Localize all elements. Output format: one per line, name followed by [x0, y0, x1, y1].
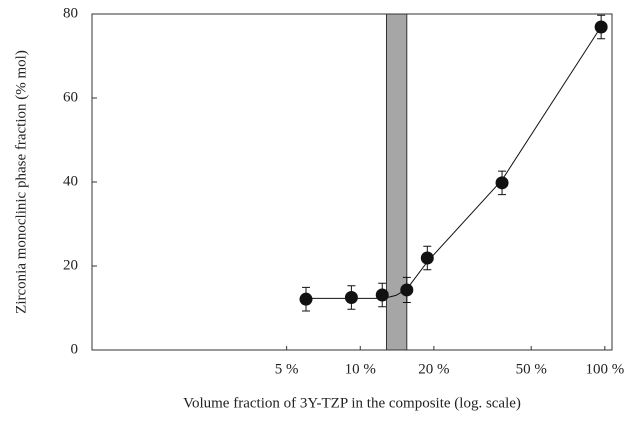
data-point	[299, 292, 313, 306]
data-point	[344, 291, 358, 304]
data-point	[594, 20, 608, 34]
y-tick-label: 40	[63, 173, 78, 189]
fit-curve	[306, 26, 602, 299]
data-point	[420, 251, 434, 265]
y-tick-label: 0	[71, 341, 79, 357]
shaded-band	[385, 13, 408, 351]
x-tick-label: 20 %	[418, 361, 449, 377]
x-tick-label: 100 %	[585, 361, 624, 377]
x-axis-label: Volume fraction of 3Y-TZP in the composi…	[183, 395, 521, 411]
x-tick-label: 5 %	[275, 361, 299, 377]
y-tick-label: 20	[63, 257, 78, 273]
x-tick-label: 50 %	[516, 361, 547, 377]
y-tick-label: 80	[63, 5, 78, 21]
data-point	[495, 176, 509, 190]
y-tick-label: 60	[63, 89, 78, 105]
data-point	[375, 288, 389, 302]
x-tick-label: 10 %	[345, 361, 376, 377]
data-point	[400, 283, 414, 297]
y-axis-label: Zirconia monoclinic phase fraction (% mo…	[13, 50, 29, 314]
